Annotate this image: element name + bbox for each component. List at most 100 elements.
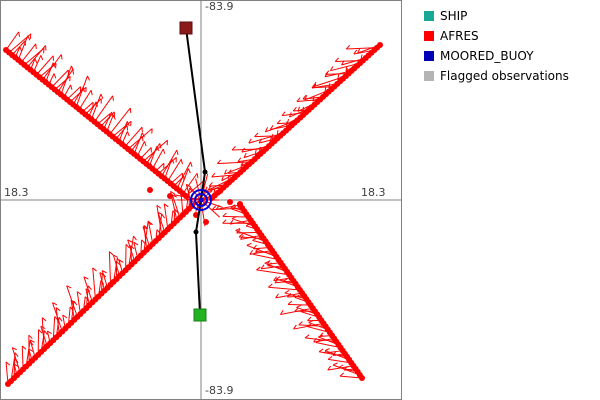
wind-barb-feather (327, 356, 333, 360)
wind-barb-feather (241, 160, 244, 166)
wind-barb-feather (294, 307, 299, 312)
wind-barb-feather (156, 146, 160, 152)
wind-barb-feather (208, 182, 213, 187)
wind-barb-feather (60, 54, 63, 60)
wind-barb (346, 47, 378, 50)
wind-barb (124, 126, 143, 147)
wind-barb (167, 158, 182, 182)
wind-barb-feather (304, 334, 310, 339)
wind-barb (240, 234, 262, 240)
wind-barb-feather (275, 276, 281, 280)
wind-barb-feather (47, 330, 52, 335)
wind-barb-feather (231, 146, 236, 151)
wind-barb (156, 205, 163, 236)
wind-barb-feather (246, 242, 252, 246)
wind-barb (133, 132, 143, 155)
wind-barb-feather (87, 75, 91, 81)
wind-barb (217, 161, 252, 165)
wind-barb-feather (35, 43, 37, 50)
wind-barb (293, 322, 324, 330)
wind-barb-feather (133, 241, 139, 246)
wind-barb-feather (156, 204, 162, 209)
wind-barb-feather (323, 348, 328, 354)
wind-barb (189, 186, 202, 201)
wind-barb-feather (53, 73, 57, 79)
wind-barb-feather (144, 141, 147, 147)
wind-barb-feather (112, 114, 116, 120)
wind-barb-feather (256, 266, 261, 271)
wind-barb-feather (52, 302, 58, 306)
wind-barb-feather (229, 219, 234, 225)
legend-item-ship[interactable]: SHIP (424, 6, 594, 26)
wind-barb-feather (101, 270, 107, 274)
wind-barb (173, 194, 202, 201)
wind-barb-feather (127, 239, 133, 243)
wind-barb (232, 148, 267, 151)
wind-barb-feather (172, 194, 178, 198)
afres-arm-southeast (211, 202, 365, 381)
wind-barb (318, 351, 348, 358)
wind-barb-feather (27, 35, 31, 41)
wind-barb-feather (264, 127, 268, 133)
wind-barb (275, 292, 303, 299)
wind-barb-feather (118, 259, 124, 263)
wind-barb-feather (148, 221, 153, 225)
afres-observation (167, 193, 173, 199)
wind-barb (148, 146, 158, 167)
wind-barb-feather (133, 235, 137, 241)
moored-buoy-outer-ring (190, 189, 212, 211)
wind-barb (72, 86, 84, 105)
wind-barb (29, 339, 36, 358)
track-end-marker (193, 308, 207, 322)
wind-barb-feather (126, 131, 130, 137)
ship-swatch-icon (424, 11, 434, 21)
wind-barb-feather (163, 203, 169, 208)
wind-barb (200, 199, 221, 218)
wind-barb-feather (249, 250, 254, 255)
wind-barb (76, 291, 81, 315)
wind-barb (182, 172, 198, 194)
wind-barb-feather (353, 49, 358, 55)
legend-item-moored-buoy[interactable]: MOORED_BUOY (424, 46, 594, 66)
wind-barb-feather (12, 347, 17, 351)
wind-barb (327, 365, 354, 371)
wind-barb (109, 107, 131, 135)
flagged-swatch-icon (424, 71, 434, 81)
wind-barb-feather (143, 225, 149, 229)
wind-barb-feather (92, 267, 97, 272)
legend-item-afres[interactable]: AFRES (424, 26, 594, 46)
wind-barb (55, 307, 60, 335)
plot-area[interactable]: -83.9 -83.9 18.3 18.3 (0, 0, 402, 400)
wind-barb-feather (307, 316, 312, 322)
wind-barb-feather (18, 31, 21, 37)
wind-barb-feather (273, 276, 277, 281)
wind-barb-feather (176, 149, 179, 156)
wind-barb-feather (34, 58, 38, 64)
wind-barb-feather (100, 93, 104, 99)
wind-barb-feather (319, 332, 324, 337)
wind-barb (235, 230, 266, 242)
wind-barb-feather (76, 291, 82, 296)
legend-item-flagged[interactable]: Flagged observations (424, 66, 594, 86)
observation-plot[interactable] (0, 0, 402, 400)
wind-barb-feather (281, 111, 286, 116)
wind-barb-feather (312, 83, 317, 89)
wind-barb (200, 199, 223, 208)
wind-barb-feather (245, 223, 251, 227)
wind-barb-feather (332, 351, 337, 356)
wind-barb (26, 45, 46, 68)
wind-barb (45, 62, 54, 83)
wind-barb (51, 69, 69, 88)
wind-barb-feather (260, 264, 265, 270)
wind-barb-feather (339, 372, 345, 377)
wind-barb-feather (235, 227, 241, 231)
wind-barb-feather (238, 233, 244, 238)
wind-barb-feather (248, 138, 252, 144)
wind-barb-feather (112, 95, 114, 101)
wind-barb-feather (268, 283, 273, 288)
wind-barb (127, 239, 136, 262)
wind-barb-feather (14, 352, 19, 358)
wind-barb-feather (328, 83, 331, 89)
wind-barb (164, 158, 173, 179)
